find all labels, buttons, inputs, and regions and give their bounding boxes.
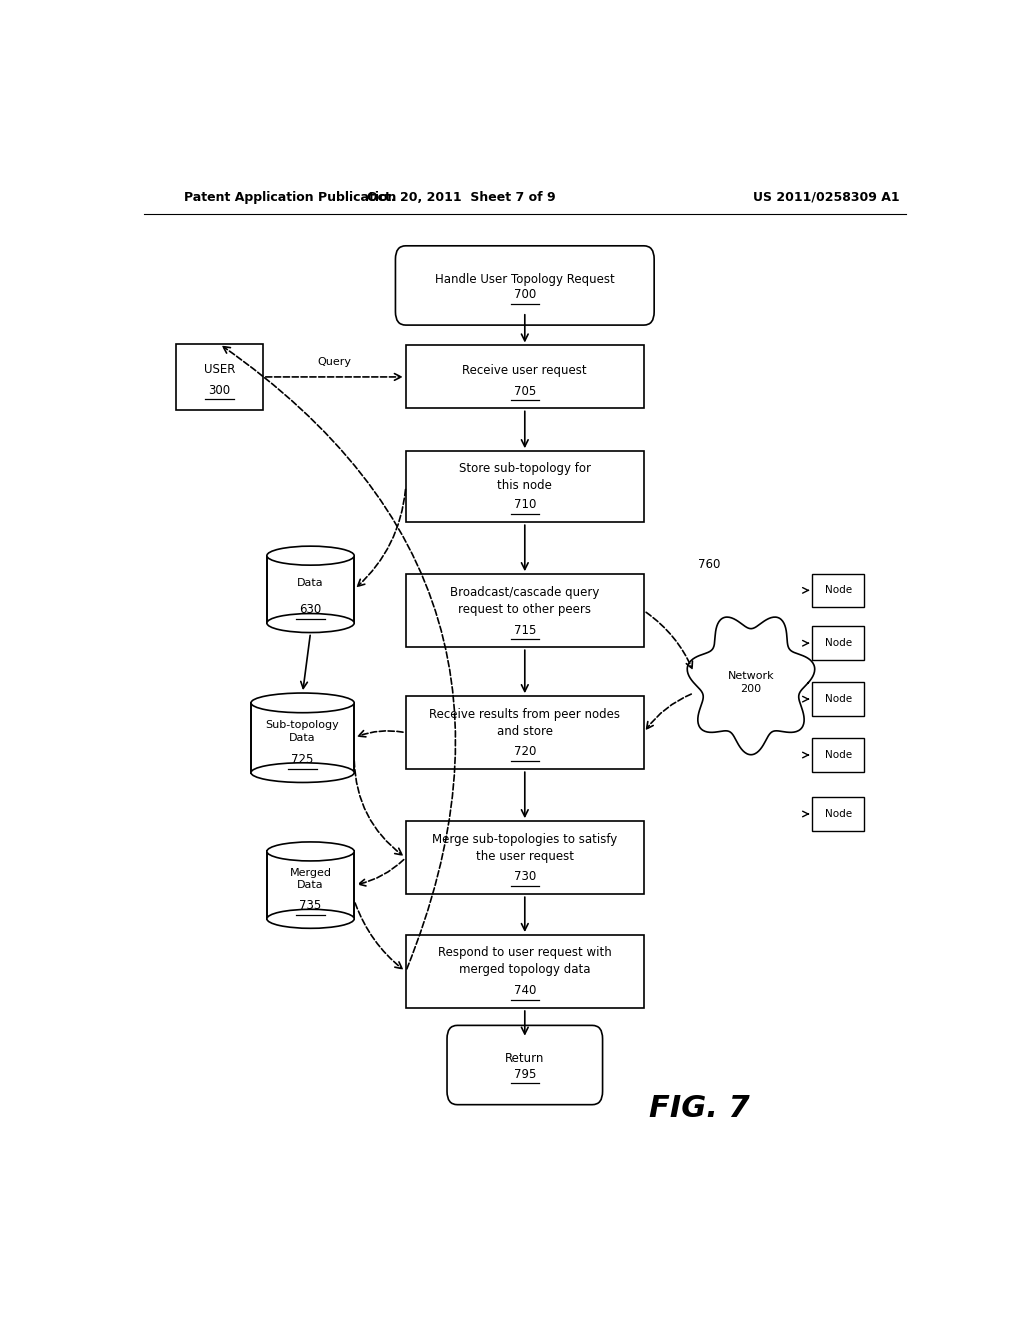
Polygon shape [687, 616, 815, 755]
Text: Handle User Topology Request: Handle User Topology Request [435, 273, 614, 286]
Ellipse shape [267, 546, 354, 565]
Text: 725: 725 [292, 752, 313, 766]
Bar [406, 346, 644, 408]
FancyBboxPatch shape [395, 246, 654, 325]
Text: Patent Application Publication: Patent Application Publication [183, 190, 396, 203]
Text: 715: 715 [514, 623, 536, 636]
Text: 740: 740 [514, 985, 536, 998]
Text: USER: USER [204, 363, 234, 376]
Text: Broadcast/cascade query
request to other peers: Broadcast/cascade query request to other… [451, 586, 599, 615]
Ellipse shape [267, 909, 354, 928]
Text: FIG. 7: FIG. 7 [649, 1094, 750, 1123]
FancyBboxPatch shape [447, 1026, 602, 1105]
Bar [812, 574, 864, 607]
Bar [176, 345, 263, 411]
Text: US 2011/0258309 A1: US 2011/0258309 A1 [753, 190, 900, 203]
Bar [267, 851, 354, 919]
Text: 710: 710 [514, 499, 536, 511]
Ellipse shape [267, 842, 354, 861]
Bar [406, 574, 644, 647]
Bar [812, 797, 864, 830]
Ellipse shape [251, 763, 354, 783]
Text: Respond to user request with
merged topology data: Respond to user request with merged topo… [438, 946, 611, 977]
Text: Network
200: Network 200 [728, 672, 774, 694]
Text: Merge sub-topologies to satisfy
the user request: Merge sub-topologies to satisfy the user… [432, 833, 617, 862]
Text: 700: 700 [514, 288, 536, 301]
Bar [812, 627, 864, 660]
Bar [812, 682, 864, 715]
Text: Node: Node [824, 585, 852, 595]
Text: 705: 705 [514, 384, 536, 397]
Text: 300: 300 [208, 384, 230, 396]
Text: Node: Node [824, 750, 852, 760]
Ellipse shape [267, 614, 354, 632]
Text: Receive results from peer nodes
and store: Receive results from peer nodes and stor… [429, 708, 621, 738]
Text: Oct. 20, 2011  Sheet 7 of 9: Oct. 20, 2011 Sheet 7 of 9 [367, 190, 556, 203]
Ellipse shape [251, 693, 354, 713]
Text: Query: Query [317, 356, 351, 367]
Text: Sub-topology
Data: Sub-topology Data [265, 721, 340, 743]
Bar [251, 702, 354, 772]
Bar [406, 696, 644, 770]
Text: Merged
Data: Merged Data [290, 867, 332, 890]
Bar [406, 821, 644, 894]
Text: 720: 720 [514, 746, 536, 759]
Text: 795: 795 [514, 1068, 536, 1081]
Text: Store sub-topology for
this node: Store sub-topology for this node [459, 462, 591, 491]
Text: Node: Node [824, 809, 852, 818]
Text: Receive user request: Receive user request [463, 364, 587, 378]
Bar [406, 935, 644, 1008]
Text: Node: Node [824, 639, 852, 648]
Text: 630: 630 [299, 603, 322, 616]
Text: Return: Return [505, 1052, 545, 1065]
Bar [267, 556, 354, 623]
Text: Data: Data [297, 578, 324, 589]
Text: 730: 730 [514, 870, 536, 883]
Text: Node: Node [824, 694, 852, 704]
Text: 735: 735 [299, 899, 322, 912]
Text: 760: 760 [697, 558, 720, 572]
Bar [812, 738, 864, 772]
Bar [406, 451, 644, 523]
